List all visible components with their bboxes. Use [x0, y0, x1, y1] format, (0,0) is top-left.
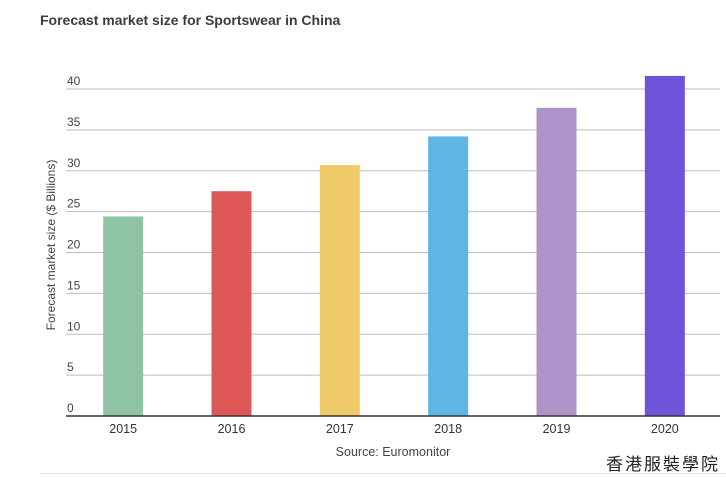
bar-2019 — [536, 107, 577, 417]
x-tick-label: 2017 — [326, 422, 354, 436]
bar-2016 — [211, 191, 252, 416]
bar-2017 — [319, 165, 360, 416]
watermark-logo: 香港服裝學院 — [606, 455, 720, 475]
divider — [40, 473, 726, 474]
y-tick-label: 5 — [67, 360, 74, 374]
y-tick-label: 0 — [67, 401, 74, 415]
y-tick-label: 20 — [67, 238, 81, 252]
source-note: Source: Euromonitor — [335, 445, 451, 459]
gridlines — [66, 88, 720, 376]
chart-title: Forecast market size for Sportswear in C… — [40, 12, 341, 28]
x-tick-label: 2019 — [543, 422, 571, 436]
bar-chart: 0 5 10 15 20 25 30 35 40 2015 2016 2017 2018 2019 202… — [66, 74, 720, 436]
x-tick-label: 2020 — [651, 422, 679, 436]
bar-2015 — [103, 216, 144, 416]
bars — [103, 75, 685, 417]
bar-2018 — [428, 136, 469, 417]
x-tick-label: 2018 — [434, 422, 462, 436]
y-tick-label: 10 — [67, 319, 81, 333]
y-tick-label: 35 — [67, 115, 81, 129]
y-tick-label: 15 — [67, 278, 81, 292]
x-tick-labels: 2015 2016 2017 2018 2019 2020 — [109, 422, 679, 436]
y-tick-label: 25 — [67, 197, 81, 211]
bar-2020 — [644, 75, 685, 417]
y-tick-label: 30 — [67, 156, 81, 170]
y-tick-labels: 0 5 10 15 20 25 30 35 40 — [67, 74, 81, 415]
x-tick-label: 2015 — [109, 422, 137, 436]
x-tick-label: 2016 — [218, 422, 246, 436]
y-tick-label: 40 — [67, 74, 81, 88]
